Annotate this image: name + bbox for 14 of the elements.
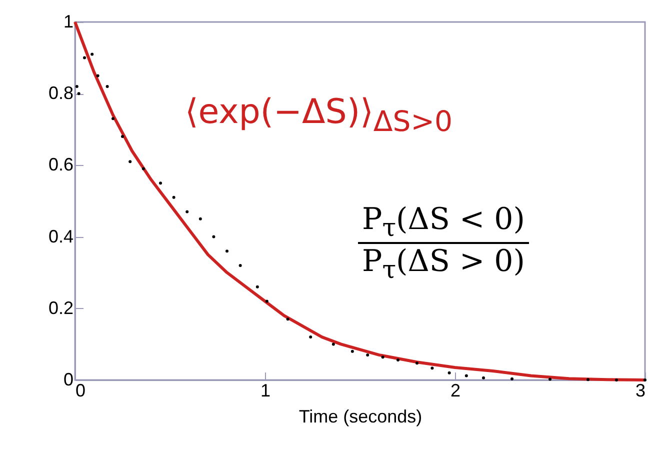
x-tick-label: 1 (260, 380, 271, 400)
annotation: P$_{τ}$(ΔS < 0) (358, 202, 529, 244)
y-tick-label: 0.2 (48, 298, 74, 318)
y-tick-label: 0.4 (48, 226, 74, 246)
x-tick-label: 3 (635, 380, 646, 400)
y-tick-label: 0.8 (48, 83, 74, 104)
x-tick-label: 0 (76, 380, 86, 400)
x-axis-title: Time (seconds) (298, 406, 422, 426)
x-tick-label: 2 (450, 380, 461, 400)
y-tick-label: 1 (63, 12, 74, 32)
series-label: ⟨exp(−ΔS)⟩$_{ΔS>0}$ (185, 92, 453, 138)
annotation: P$_{τ}$(ΔS > 0) (361, 244, 526, 284)
y-tick-label: 0.6 (48, 154, 74, 175)
line-series (74, 20, 646, 382)
